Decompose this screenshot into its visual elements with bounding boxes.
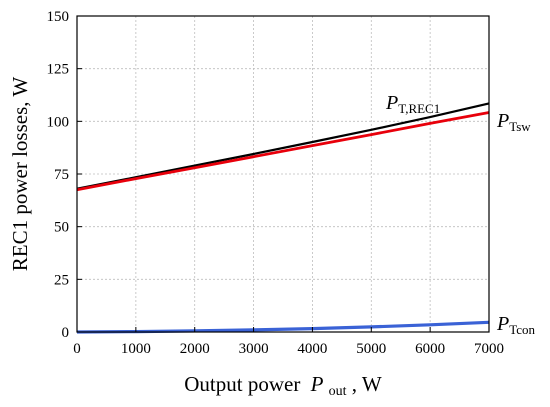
y-tick-label-1: 25	[54, 272, 69, 288]
x-tick-label-5: 5000	[356, 341, 386, 357]
x-tick-label-2: 2000	[180, 341, 210, 357]
series-line-t-rec1	[76, 102, 490, 190]
series-lines	[76, 102, 490, 334]
y-tick-label-4: 100	[47, 114, 70, 130]
x-tick-label-7: 7000	[474, 341, 504, 357]
x-axis-label-unit: , W	[352, 372, 382, 396]
x-tick-label-6: 6000	[415, 341, 445, 357]
y-tick-label-3: 75	[54, 167, 69, 183]
series-label-tcon: PTcon	[496, 313, 536, 337]
series-label-symbol: P	[496, 313, 509, 335]
series-label-symbol: P	[496, 110, 509, 132]
y-axis-ticks: 0 25 50 75 100 125 150	[47, 9, 82, 341]
series-label-tsw: PTsw	[496, 110, 531, 134]
series-label-subscript: Tcon	[509, 322, 535, 337]
x-tick-label-1: 1000	[121, 341, 151, 357]
x-axis-ticks: 0 1000 2000 3000 4000 5000 6000 7000	[73, 327, 504, 357]
series-label-subscript: T,REC1	[398, 101, 440, 116]
series-label-symbol: P	[385, 92, 398, 114]
x-axis-label-text: Output power	[184, 372, 300, 396]
y-tick-label-6: 150	[47, 9, 70, 25]
y-tick-label-0: 0	[62, 325, 70, 341]
x-axis-label-symbol: P	[310, 372, 324, 396]
x-tick-label-4: 4000	[297, 341, 327, 357]
grid	[77, 16, 489, 332]
y-tick-label-2: 50	[54, 220, 69, 236]
x-axis-label: Output power P out , W	[184, 372, 382, 400]
y-tick-label-5: 125	[47, 62, 70, 78]
series-line-tcon	[76, 320, 490, 334]
series-label-t-rec1: PT,REC1	[385, 92, 440, 116]
x-tick-label-3: 3000	[239, 341, 269, 357]
x-tick-label-0: 0	[73, 341, 81, 357]
x-axis-label-subscript: out	[329, 384, 347, 399]
series-line-tsw	[76, 111, 490, 192]
y-axis-label: REC1 power losses, W	[8, 77, 32, 272]
series-label-subscript: Tsw	[509, 119, 531, 134]
